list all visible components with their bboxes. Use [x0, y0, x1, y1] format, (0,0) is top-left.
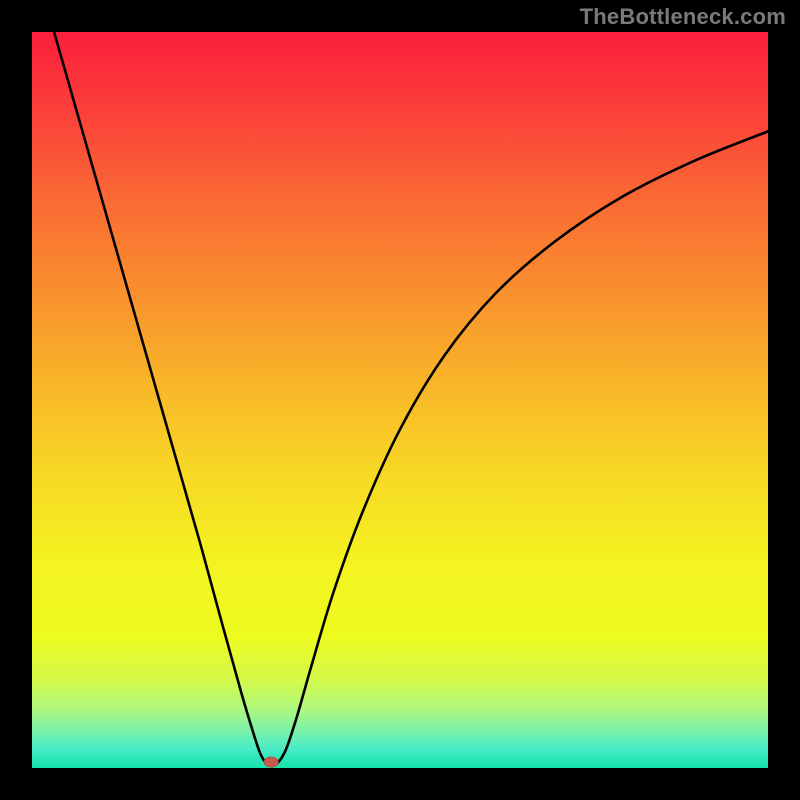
- watermark-text: TheBottleneck.com: [580, 4, 786, 30]
- minimum-marker: [264, 757, 278, 767]
- bottleneck-curve: [54, 32, 768, 765]
- curve-layer: [32, 32, 768, 768]
- plot-area: [32, 32, 768, 768]
